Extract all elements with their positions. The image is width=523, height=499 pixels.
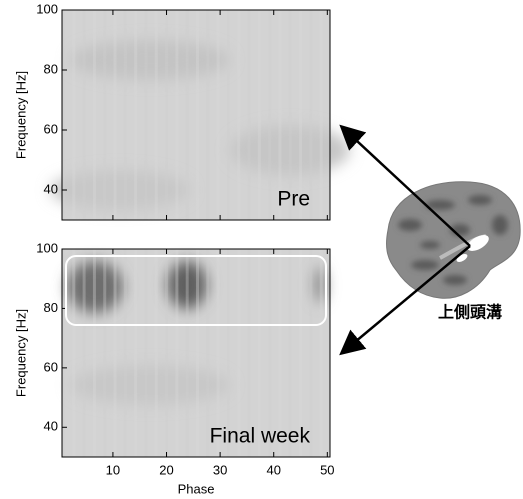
heatmap-stripe bbox=[82, 249, 86, 457]
heatmap-patch bbox=[50, 170, 190, 210]
heatmap-stripe bbox=[175, 10, 179, 220]
heatmap-stripe bbox=[278, 249, 282, 457]
heatmap-stripe bbox=[257, 249, 261, 457]
heatmap-stripe bbox=[288, 10, 292, 220]
heatmap-stripe bbox=[92, 249, 96, 457]
heatmap-stripe bbox=[103, 10, 107, 220]
heatmap-stripe bbox=[237, 249, 241, 457]
highlight-box bbox=[65, 255, 327, 326]
y-axis-label: Frequency [Hz] bbox=[13, 71, 28, 159]
x-tick-label: 20 bbox=[159, 462, 173, 477]
y-axis-label: Frequency [Hz] bbox=[13, 309, 28, 397]
heatmap-stripe bbox=[123, 10, 127, 220]
y-tick-label: 40 bbox=[44, 181, 58, 196]
y-tick-label: 60 bbox=[44, 121, 58, 136]
heatmap-stripe bbox=[237, 10, 241, 220]
heatmap-patch bbox=[314, 267, 326, 303]
heatmap-stripe bbox=[62, 10, 65, 220]
heatmap-stripe bbox=[278, 10, 282, 220]
heatmap-stripe bbox=[226, 249, 230, 457]
heatmap-stripe bbox=[123, 249, 127, 457]
x-tick-label: 50 bbox=[320, 462, 334, 477]
arrow bbox=[339, 245, 471, 356]
heatmap-stripe bbox=[134, 249, 138, 457]
heatmap-stripe bbox=[196, 10, 199, 220]
heatmap-stripe bbox=[268, 249, 272, 457]
heatmap-stripe bbox=[113, 249, 117, 457]
heatmap-stripe bbox=[62, 249, 65, 457]
heatmap-stripe bbox=[113, 10, 117, 220]
heatmap-stripe bbox=[206, 10, 210, 220]
y-tick-label: 80 bbox=[44, 61, 58, 76]
heatmap-patch bbox=[70, 365, 230, 405]
x-tick-label: 10 bbox=[106, 462, 120, 477]
y-tick-label: 80 bbox=[44, 300, 58, 315]
heatmap-stripe bbox=[319, 249, 323, 457]
heatmap-stripe bbox=[144, 249, 148, 457]
heatmap-texture bbox=[50, 40, 350, 210]
heatmap-patch bbox=[230, 125, 350, 175]
heatmap-stripe bbox=[196, 249, 199, 457]
heatmap-stripe bbox=[309, 249, 313, 457]
heatmap-stripe bbox=[82, 10, 86, 220]
y-tick-label: 100 bbox=[36, 240, 58, 255]
heatmap-stripe bbox=[154, 249, 158, 457]
heatmap-stripe bbox=[154, 10, 158, 220]
panels: 40 60 80 100 Frequency [Hz] Pre 40 60 80 100 10 20 3… bbox=[13, 1, 350, 496]
heatmap-stripe bbox=[247, 249, 251, 457]
y-tick-label: 60 bbox=[44, 359, 58, 374]
heatmap-stripe bbox=[72, 249, 76, 457]
heatmap-stripe bbox=[319, 10, 323, 220]
x-axis-label: Phase bbox=[178, 481, 215, 496]
heatmap-texture bbox=[67, 261, 326, 405]
heatmap-stripe bbox=[175, 249, 179, 457]
heatmap-stripe bbox=[268, 10, 272, 220]
y-tick-label: 40 bbox=[44, 419, 58, 434]
heatmap-stripe bbox=[144, 10, 148, 220]
heatmap-stripe bbox=[226, 10, 230, 220]
heatmap-stripe bbox=[185, 10, 189, 220]
heatmap-stripe bbox=[165, 10, 169, 220]
heatmap-stripe bbox=[72, 10, 76, 220]
heatmap-stripe bbox=[103, 249, 107, 457]
heatmap-stripe bbox=[92, 10, 96, 220]
x-tick-label: 40 bbox=[266, 462, 280, 477]
heatmap-stripe bbox=[299, 249, 303, 457]
heatmap-stripe bbox=[309, 10, 313, 220]
panel-annotation: Final week bbox=[210, 425, 311, 448]
heatmap-patch bbox=[167, 261, 207, 309]
heatmap-stripe bbox=[165, 249, 169, 457]
heatmap-stripe bbox=[216, 10, 220, 220]
heatmap-stripe bbox=[247, 10, 251, 220]
heatmap-patch bbox=[70, 40, 230, 80]
axes-frame bbox=[61, 9, 331, 221]
axes-frame bbox=[61, 248, 331, 458]
arrow bbox=[339, 124, 471, 247]
brain-illustration bbox=[386, 181, 521, 299]
heatmap-stripe bbox=[185, 249, 189, 457]
heatmap-stripe bbox=[257, 10, 261, 220]
brain-label: 上側頭溝 bbox=[438, 303, 502, 322]
heatmap-stripe bbox=[216, 249, 220, 457]
heatmap-stripe bbox=[288, 249, 292, 457]
heatmap-patch bbox=[67, 261, 123, 313]
x-tick-label: 30 bbox=[213, 462, 227, 477]
heatmap-stripe bbox=[299, 10, 303, 220]
heatmap-stripe bbox=[206, 249, 210, 457]
panel-annotation: Pre bbox=[277, 188, 310, 211]
heatmap-stripe bbox=[134, 10, 138, 220]
y-tick-label: 100 bbox=[36, 1, 58, 16]
